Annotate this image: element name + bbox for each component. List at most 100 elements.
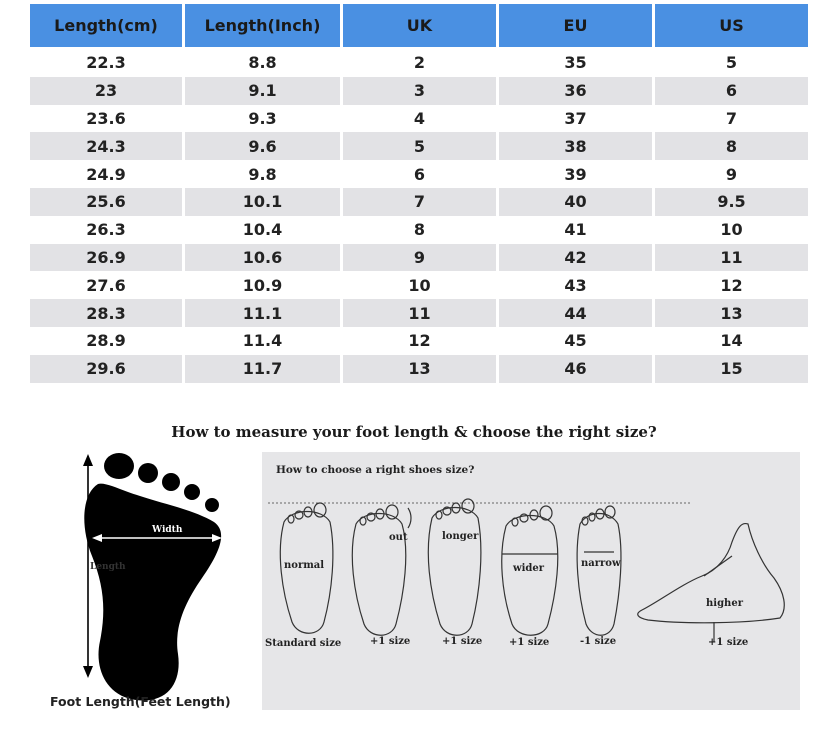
table-cell-length-cm: 28.9 xyxy=(30,326,182,355)
table-row: 27.6 10.9 10 43 12 xyxy=(30,271,808,300)
size-label-wider: +1 size xyxy=(509,637,549,648)
table-cell-uk: 6 xyxy=(343,160,496,188)
header-cell-eu: EU xyxy=(499,4,652,47)
table-cell-eu: 43 xyxy=(499,271,652,300)
table-row: 24.9 9.8 6 39 9 xyxy=(30,160,808,188)
table-cell-uk: 7 xyxy=(343,187,496,216)
table-cell-uk: 10 xyxy=(343,271,496,300)
table-cell-us: 14 xyxy=(655,326,808,355)
table-cell-eu: 42 xyxy=(499,243,652,272)
header-cell-length-cm: Length(cm) xyxy=(30,4,182,47)
foot-label-normal: normal xyxy=(284,560,324,571)
table-cell-eu: 35 xyxy=(499,49,652,77)
table-cell-uk: 12 xyxy=(343,326,496,355)
table-cell-us: 6 xyxy=(655,76,808,105)
foot-label-wider: wider xyxy=(512,563,545,574)
table-cell-uk: 9 xyxy=(343,243,496,272)
table-cell-length-inch: 10.1 xyxy=(185,187,340,216)
table-row: 22.3 8.8 2 35 5 xyxy=(30,49,808,77)
table-cell-uk: 4 xyxy=(343,104,496,133)
table-cell-eu: 44 xyxy=(499,299,652,327)
table-cell-length-cm: 23 xyxy=(30,76,182,105)
table-cell-eu: 40 xyxy=(499,187,652,216)
table-cell-uk: 13 xyxy=(343,354,496,383)
width-label: Width xyxy=(151,525,183,535)
table-cell-uk: 8 xyxy=(343,215,496,244)
table-cell-us: 13 xyxy=(655,299,808,327)
foot-outlines-illustration: normal out longer wider narrow higher St… xyxy=(265,498,785,649)
table-cell-length-inch: 8.8 xyxy=(185,49,340,77)
table-cell-eu: 46 xyxy=(499,354,652,383)
size-label-narrow: -1 size xyxy=(580,636,616,647)
table-cell-eu: 39 xyxy=(499,160,652,188)
table-cell-eu: 45 xyxy=(499,326,652,355)
table-row: 26.9 10.6 9 42 11 xyxy=(30,243,808,272)
table-cell-length-cm: 29.6 xyxy=(30,354,182,383)
size-label-higher: +1 size xyxy=(708,637,748,648)
size-label-longer: +1 size xyxy=(442,636,482,647)
foot-label-out: out xyxy=(389,532,408,543)
table-cell-uk: 3 xyxy=(343,76,496,105)
table-cell-length-cm: 24.9 xyxy=(30,160,182,188)
foot-label-narrow: narrow xyxy=(581,558,621,569)
header-cell-uk: UK xyxy=(343,4,496,47)
table-row: 24.3 9.6 5 38 8 xyxy=(30,132,808,161)
table-cell-us: 10 xyxy=(655,215,808,244)
table-cell-uk: 5 xyxy=(343,132,496,161)
table-cell-uk: 2 xyxy=(343,49,496,77)
table-cell-length-cm: 23.6 xyxy=(30,104,182,133)
table-cell-length-inch: 9.1 xyxy=(185,76,340,105)
table-cell-length-inch: 11.4 xyxy=(185,326,340,355)
table-cell-length-inch: 11.1 xyxy=(185,299,340,327)
size-chart-table: Length(cm) Length(Inch) UK EU US 22.3 8.8… xyxy=(30,4,808,383)
table-cell-us: 11 xyxy=(655,243,808,272)
table-row: 23 9.1 3 36 6 xyxy=(30,76,808,105)
table-row: 23.6 9.3 4 37 7 xyxy=(30,104,808,133)
guide-title: How to measure your foot length & choose… xyxy=(171,423,657,441)
table-cell-length-cm: 22.3 xyxy=(30,49,182,77)
table-cell-length-inch: 9.6 xyxy=(185,132,340,161)
table-cell-length-cm: 25.6 xyxy=(30,187,182,216)
table-cell-length-inch: 11.7 xyxy=(185,354,340,383)
table-cell-us: 12 xyxy=(655,271,808,300)
size-label-out: +1 size xyxy=(370,636,410,647)
table-cell-us: 8 xyxy=(655,132,808,161)
table-cell-us: 9 xyxy=(655,160,808,188)
table-cell-us: 5 xyxy=(655,49,808,77)
foot-length-diagram: Width Length xyxy=(44,446,264,724)
table-cell-length-cm: 27.6 xyxy=(30,271,182,300)
header-cell-us: US xyxy=(655,4,808,47)
table-cell-length-inch: 9.3 xyxy=(185,104,340,133)
table-row: 28.9 11.4 12 45 14 xyxy=(30,326,808,355)
table-cell-length-inch: 10.4 xyxy=(185,215,340,244)
table-cell-length-inch: 9.8 xyxy=(185,160,340,188)
table-header-row: Length(cm) Length(Inch) UK EU US xyxy=(30,4,808,47)
table-cell-eu: 36 xyxy=(499,76,652,105)
choose-size-title: How to choose a right shoes size? xyxy=(276,464,475,476)
size-label-standard: Standard size xyxy=(265,638,341,649)
table-cell-length-cm: 26.3 xyxy=(30,215,182,244)
table-cell-eu: 38 xyxy=(499,132,652,161)
choose-size-panel: How to choose a right shoes size? xyxy=(262,452,800,710)
table-cell-length-inch: 10.9 xyxy=(185,271,340,300)
table-row: 29.6 11.7 13 46 15 xyxy=(30,354,808,383)
length-label: Length xyxy=(90,562,126,572)
table-row: 26.3 10.4 8 41 10 xyxy=(30,215,808,244)
table-row: 25.6 10.1 7 40 9.5 xyxy=(30,187,808,216)
table-cell-eu: 41 xyxy=(499,215,652,244)
table-cell-us: 15 xyxy=(655,354,808,383)
foot-length-caption: Foot Length(Feet Length) xyxy=(50,694,231,709)
table-cell-eu: 37 xyxy=(499,104,652,133)
foot-silhouette-illustration: Width Length xyxy=(83,453,222,701)
table-row: 28.3 11.1 11 44 13 xyxy=(30,299,808,327)
table-cell-length-cm: 24.3 xyxy=(30,132,182,161)
foot-label-longer: longer xyxy=(442,531,479,542)
table-cell-us: 9.5 xyxy=(655,187,808,216)
header-cell-length-inch: Length(Inch) xyxy=(185,4,340,47)
foot-label-higher: higher xyxy=(706,598,744,609)
table-cell-length-cm: 26.9 xyxy=(30,243,182,272)
table-cell-length-cm: 28.3 xyxy=(30,299,182,327)
table-cell-us: 7 xyxy=(655,104,808,133)
table-cell-length-inch: 10.6 xyxy=(185,243,340,272)
table-cell-uk: 11 xyxy=(343,299,496,327)
